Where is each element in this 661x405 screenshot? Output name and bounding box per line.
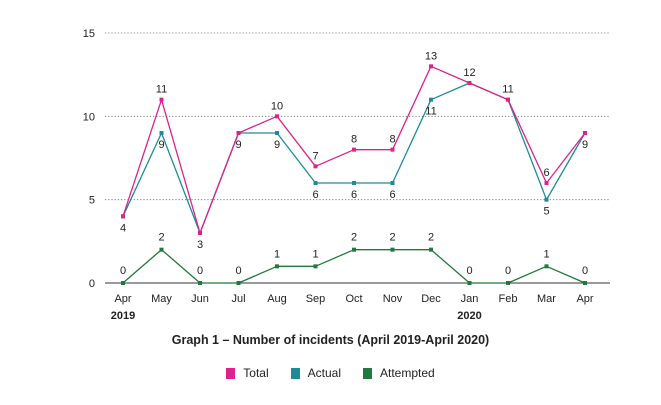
data-label-attempted: 0 [505, 265, 511, 277]
data-point-total [159, 97, 164, 102]
legend-swatch-attempted [363, 367, 372, 379]
data-label-total: 8 [351, 134, 357, 146]
data-label-total: 11 [156, 84, 167, 96]
data-point-total [236, 131, 241, 135]
data-point-attempted [313, 264, 318, 269]
data-point-attempted [236, 281, 241, 285]
data-label-actual: 9 [235, 139, 241, 151]
data-point-total [121, 214, 125, 219]
y-tick-label: 5 [89, 195, 95, 207]
chart-title: Graph 1 – Number of incidents (April 201… [171, 333, 490, 347]
data-point-total [583, 131, 587, 135]
data-label-total: 7 [312, 150, 318, 162]
data-label-attempted: 1 [312, 248, 318, 260]
y-tick-label: 10 [83, 111, 95, 123]
data-point-actual [429, 97, 433, 102]
data-label-actual: 9 [274, 139, 280, 151]
legend-item-attempted: Attempted [363, 366, 435, 380]
data-label-actual: 5 [543, 206, 549, 218]
data-label-attempted: 0 [197, 265, 203, 277]
data-label-actual: 6 [312, 189, 318, 201]
data-point-actual [544, 197, 549, 202]
data-label-total: 12 [463, 67, 475, 79]
data-label-attempted: 0 [582, 265, 588, 277]
data-label-attempted: 2 [158, 232, 164, 244]
data-point-total [198, 231, 202, 235]
data-label-total: 11 [502, 84, 513, 96]
legend-swatch-total [226, 367, 236, 379]
data-label-actual: 4 [120, 222, 126, 234]
data-label-total: 10 [271, 100, 283, 112]
x-tick-label: Sep [306, 293, 326, 305]
data-point-total [467, 81, 472, 85]
data-label-actual: 6 [351, 189, 357, 201]
data-point-attempted [198, 281, 202, 285]
data-point-actual [159, 131, 164, 135]
data-point-attempted [159, 247, 164, 252]
legend-label-attempted: Attempted [380, 366, 435, 380]
data-point-actual [275, 131, 279, 135]
data-label-total: 6 [543, 167, 549, 179]
data-point-attempted [429, 247, 433, 252]
data-label-actual: 11 [425, 106, 436, 118]
data-label-attempted: 0 [235, 265, 241, 277]
chart-legend: Total Actual Attempted [0, 366, 661, 380]
x-tick-label: Jun [191, 293, 209, 305]
data-label-attempted: 2 [351, 232, 357, 244]
legend-label-actual: Actual [307, 366, 341, 380]
x-tick-label: Oct [345, 293, 362, 305]
data-point-total [352, 147, 356, 152]
data-label-attempted: 0 [120, 265, 126, 277]
series-line-attempted [122, 249, 586, 284]
data-label-attempted: 1 [274, 248, 280, 260]
year-label: 2019 [111, 310, 135, 322]
data-point-attempted [352, 247, 356, 252]
data-label-total: 8 [389, 134, 395, 146]
x-tick-label: Jul [231, 293, 245, 305]
data-label-attempted: 2 [428, 232, 434, 244]
year-label: 2020 [457, 310, 481, 322]
y-tick-label: 0 [89, 278, 95, 290]
data-point-total [390, 147, 395, 152]
data-label-attempted: 1 [543, 248, 549, 260]
x-tick-label: Dec [421, 293, 441, 305]
data-point-actual [390, 181, 395, 185]
data-label-actual: 6 [389, 189, 395, 201]
series-line-actual [122, 82, 586, 234]
x-tick-label: Apr [576, 293, 593, 305]
data-point-attempted [390, 247, 395, 252]
data-label-attempted: 0 [466, 265, 472, 277]
data-label-actual: 9 [582, 139, 588, 151]
x-tick-label: Feb [499, 293, 518, 305]
data-label-attempted: 2 [389, 232, 395, 244]
x-tick-label: Jan [461, 293, 479, 305]
data-point-total [313, 164, 318, 169]
data-point-attempted [121, 281, 125, 285]
data-point-actual [313, 181, 318, 185]
x-tick-label: Aug [267, 293, 287, 305]
x-tick-label: Apr [114, 293, 131, 305]
data-point-attempted [275, 264, 279, 269]
legend-label-total: Total [243, 366, 269, 380]
x-tick-label: Nov [383, 293, 403, 305]
data-point-total [506, 97, 510, 102]
data-point-attempted [583, 281, 587, 285]
data-point-total [544, 181, 549, 185]
legend-item-actual: Actual [290, 366, 341, 380]
data-point-attempted [544, 264, 549, 269]
x-tick-label: Mar [537, 293, 556, 305]
y-tick-label: 15 [83, 28, 95, 40]
data-label-actual: 3 [197, 239, 203, 251]
legend-item-total: Total [226, 366, 269, 380]
data-label-total: 13 [425, 50, 437, 62]
data-point-total [275, 114, 279, 119]
data-point-total [429, 64, 433, 69]
legend-swatch-actual [290, 367, 300, 379]
data-point-actual [352, 181, 356, 185]
x-tick-label: May [151, 293, 172, 305]
data-point-attempted [467, 281, 472, 285]
data-label-actual: 9 [158, 139, 164, 151]
data-point-attempted [506, 281, 510, 285]
